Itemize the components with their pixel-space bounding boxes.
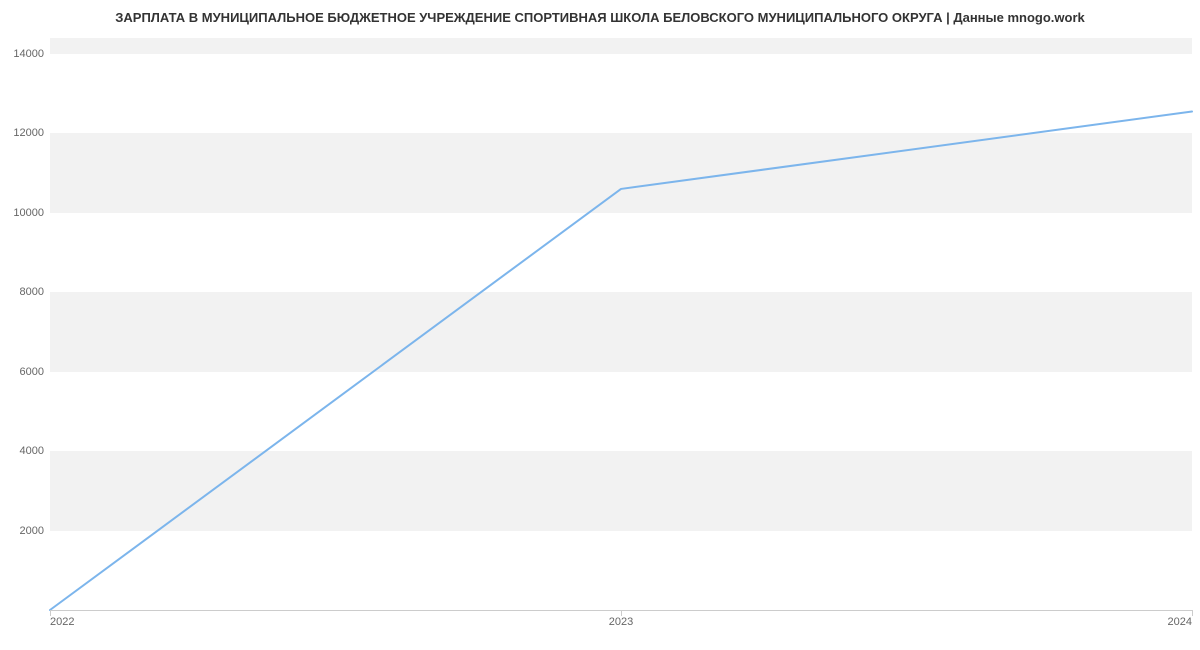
plot-area: [50, 38, 1192, 610]
x-tick-label: 2022: [50, 616, 74, 628]
chart-title: ЗАРПЛАТА В МУНИЦИПАЛЬНОЕ БЮДЖЕТНОЕ УЧРЕЖ…: [0, 10, 1200, 25]
y-tick-label: 2000: [20, 525, 44, 537]
series-line: [50, 111, 1192, 610]
x-tick-label: 2023: [609, 616, 633, 628]
x-tick-mark: [1192, 610, 1193, 616]
y-tick-label: 4000: [20, 445, 44, 457]
y-tick-label: 14000: [13, 48, 44, 60]
y-tick-label: 10000: [13, 207, 44, 219]
y-tick-label: 12000: [13, 127, 44, 139]
line-series: [50, 38, 1192, 610]
x-tick-label: 2024: [1168, 616, 1192, 628]
y-tick-label: 6000: [20, 366, 44, 378]
chart-container: ЗАРПЛАТА В МУНИЦИПАЛЬНОЕ БЮДЖЕТНОЕ УЧРЕЖ…: [0, 0, 1200, 650]
y-tick-label: 8000: [20, 286, 44, 298]
